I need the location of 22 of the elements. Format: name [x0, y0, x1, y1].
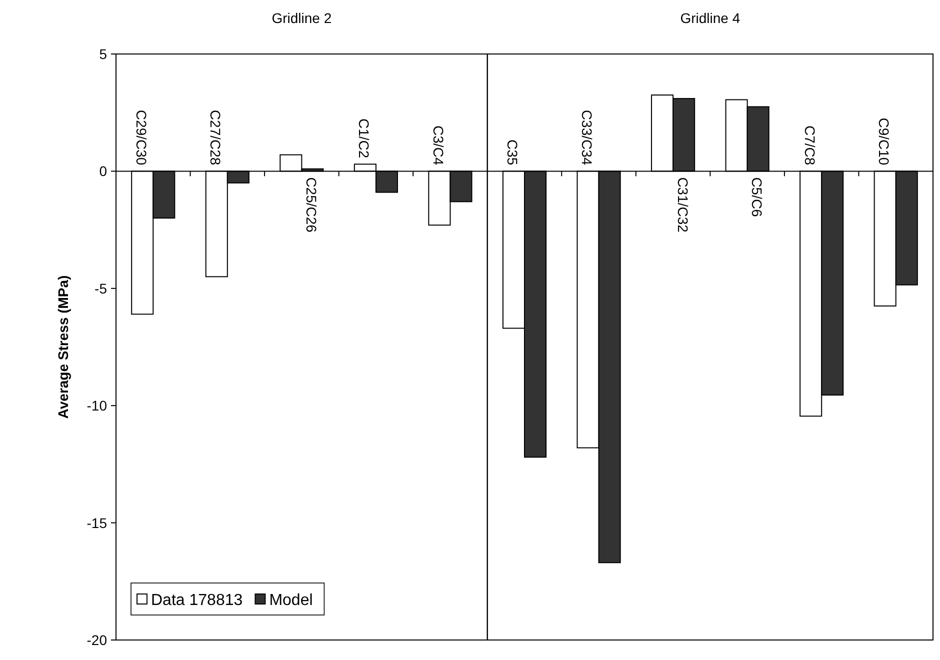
legend-label: Model [269, 592, 313, 609]
y-tick-label: -20 [86, 632, 108, 648]
chart-title: Gridline 2 [272, 10, 332, 26]
x-tick-label: C5/C6 [749, 177, 766, 218]
chart-title: Gridline 4 [680, 10, 740, 26]
y-tick-label: -5 [94, 280, 108, 296]
x-tick-label: C33/C34 [579, 110, 596, 166]
x-tick-label: C9/C10 [876, 118, 892, 166]
y-tick-label: -10 [86, 398, 108, 414]
x-tick-label: C35 [504, 140, 521, 166]
x-tick-label: C25/C26 [303, 177, 320, 233]
legend-label: Data 178813 [151, 592, 243, 609]
y-tick-label: 5 [99, 46, 108, 62]
x-tick-label: C3/C4 [430, 126, 446, 166]
x-tick-label: C29/C30 [133, 110, 150, 166]
y-tick-label: -15 [86, 514, 108, 531]
y-tick-label: 0 [99, 163, 108, 180]
x-tick-label: C27/C28 [208, 110, 224, 166]
y-axis-title: Average Stress (MPa) [55, 275, 71, 419]
x-tick-label: C7/C8 [802, 126, 818, 166]
x-tick-label: C31/C32 [674, 177, 691, 233]
x-tick-label: C1/C2 [356, 118, 372, 158]
